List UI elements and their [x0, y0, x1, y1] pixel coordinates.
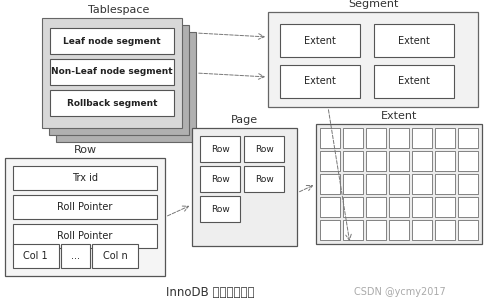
Bar [50, 28, 174, 54]
Bar [412, 174, 432, 194]
Text: Trx id: Trx id [72, 173, 98, 183]
Text: Non-Leaf node segment: Non-Leaf node segment [51, 67, 173, 77]
Bar [458, 174, 478, 194]
Bar [343, 174, 363, 194]
Bar [389, 174, 409, 194]
Bar [200, 196, 240, 222]
Bar [42, 18, 182, 128]
Bar [435, 174, 455, 194]
Bar [343, 220, 363, 240]
Bar [389, 197, 409, 217]
Bar [343, 128, 363, 148]
Bar [320, 174, 340, 194]
Bar [13, 166, 157, 190]
Text: Row: Row [211, 174, 229, 184]
Text: Row: Row [254, 174, 274, 184]
Bar [280, 24, 360, 57]
Bar [366, 197, 386, 217]
Text: Extent: Extent [398, 77, 430, 87]
Text: InnoDB 逻辑存储结构: InnoDB 逻辑存储结构 [166, 285, 254, 299]
Text: Rollback segment: Rollback segment [67, 99, 157, 107]
Bar [458, 197, 478, 217]
Text: Extent: Extent [304, 77, 336, 87]
Text: Extent: Extent [381, 111, 417, 121]
Text: Roll Pointer: Roll Pointer [57, 231, 113, 241]
Bar [268, 12, 478, 107]
Text: Row: Row [254, 145, 274, 153]
Text: Extent: Extent [304, 35, 336, 45]
Bar [458, 220, 478, 240]
Bar [412, 197, 432, 217]
Bar [374, 24, 454, 57]
Bar [389, 220, 409, 240]
Text: Row: Row [211, 204, 229, 214]
Bar [56, 32, 196, 142]
Bar [320, 151, 340, 171]
Bar [343, 151, 363, 171]
Text: CSDN @ycmy2017: CSDN @ycmy2017 [354, 287, 446, 297]
Bar [435, 220, 455, 240]
Text: Tablespace: Tablespace [88, 5, 150, 15]
Text: Page: Page [231, 115, 258, 125]
Bar [366, 128, 386, 148]
Bar [192, 128, 297, 246]
Bar [366, 220, 386, 240]
Bar [13, 224, 157, 248]
Bar [316, 124, 482, 244]
Bar [13, 195, 157, 219]
Bar [343, 197, 363, 217]
Text: Roll Pointer: Roll Pointer [57, 202, 113, 212]
Bar [320, 128, 340, 148]
Bar [366, 151, 386, 171]
Bar [280, 65, 360, 98]
Text: Row: Row [211, 145, 229, 153]
Bar [374, 65, 454, 98]
Bar [412, 128, 432, 148]
Bar [49, 25, 189, 135]
Bar [435, 128, 455, 148]
Bar [61, 244, 90, 268]
Bar [92, 244, 138, 268]
Bar [412, 151, 432, 171]
Text: Extent: Extent [398, 35, 430, 45]
Text: Leaf node segment: Leaf node segment [63, 37, 161, 45]
Bar [244, 166, 284, 192]
Bar [458, 128, 478, 148]
Bar [389, 151, 409, 171]
Text: Row: Row [73, 145, 97, 155]
Bar [320, 197, 340, 217]
Bar [5, 158, 165, 276]
Bar [435, 197, 455, 217]
Bar [200, 166, 240, 192]
Bar [412, 220, 432, 240]
Bar [435, 151, 455, 171]
Bar [13, 244, 59, 268]
Bar [200, 136, 240, 162]
Text: Segment: Segment [348, 0, 398, 9]
Text: Col n: Col n [103, 251, 127, 261]
Bar [50, 59, 174, 85]
Bar [458, 151, 478, 171]
Bar [320, 220, 340, 240]
Text: Col 1: Col 1 [24, 251, 48, 261]
Bar [244, 136, 284, 162]
Bar [366, 174, 386, 194]
Text: ...: ... [71, 251, 80, 261]
Bar [50, 90, 174, 116]
Bar [389, 128, 409, 148]
